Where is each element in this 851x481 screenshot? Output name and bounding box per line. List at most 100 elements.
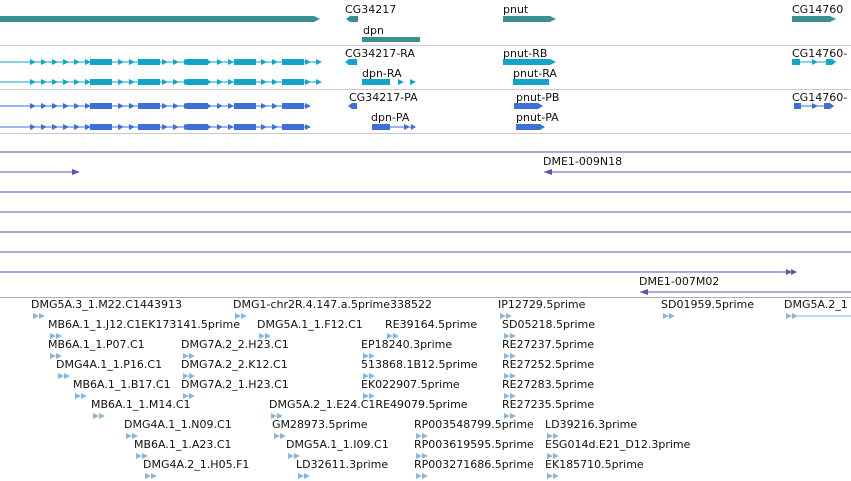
est-label[interactable]: RE39164.5prime	[385, 318, 478, 331]
est-feature[interactable]	[93, 413, 105, 419]
exon-block[interactable]	[186, 79, 208, 85]
est-feature[interactable]	[547, 453, 559, 459]
exon-block[interactable]	[282, 103, 304, 109]
est-feature[interactable]	[259, 333, 271, 339]
transcript-feature[interactable]	[794, 103, 834, 109]
transcript-feature[interactable]	[503, 59, 556, 65]
exon-block[interactable]	[282, 79, 304, 85]
gene-feature[interactable]	[0, 16, 320, 22]
transcript-feature[interactable]	[516, 124, 545, 130]
est-label[interactable]: DMG7A.2_2.H23.C1	[181, 338, 289, 351]
est-label[interactable]: IP12729.5prime	[498, 298, 586, 311]
est-feature[interactable]	[416, 453, 428, 459]
est-feature[interactable]	[663, 313, 675, 319]
gene-feature[interactable]	[792, 16, 836, 22]
est-feature[interactable]	[504, 353, 516, 359]
exon-block[interactable]	[186, 59, 208, 65]
est-feature[interactable]	[271, 413, 283, 419]
est-label[interactable]: LD32611.3prime	[296, 458, 389, 471]
gene-feature[interactable]	[362, 37, 420, 42]
est-label[interactable]: 513868.1B12.5prime	[361, 358, 478, 371]
transcript-label[interactable]: CG34217-PA	[349, 91, 418, 104]
est-feature[interactable]	[547, 473, 559, 479]
transcript-label[interactable]: pnut-RB	[503, 47, 548, 60]
est-label[interactable]: RP003548799.5prime	[414, 418, 534, 431]
exon-block[interactable]	[282, 124, 304, 130]
est-label[interactable]: DMG5A.2_1.E24.C1RE49079.5prime	[269, 398, 468, 411]
gene-label[interactable]: pnut	[503, 3, 529, 16]
transcript-feature[interactable]	[513, 79, 549, 85]
est-label[interactable]: LD39216.3prime	[545, 418, 638, 431]
transcript-label[interactable]: dpn-PA	[371, 111, 410, 124]
exon-block[interactable]	[234, 124, 256, 130]
est-label[interactable]: ESG014d.E21_D12.3prime	[545, 438, 691, 451]
est-label[interactable]: RP003619595.5prime	[414, 438, 534, 451]
exon-block[interactable]	[186, 124, 208, 130]
est-feature[interactable]	[298, 473, 310, 479]
clone-label[interactable]: DME1-007M02	[639, 275, 720, 288]
est-label[interactable]: DMG4A.2_1.H05.F1	[143, 458, 250, 471]
est-feature[interactable]	[274, 433, 286, 439]
exon-block[interactable]	[90, 103, 112, 109]
est-label[interactable]: RE27283.5prime	[502, 378, 595, 391]
est-label[interactable]: DMG4A.1_1.N09.C1	[124, 418, 232, 431]
est-feature[interactable]	[75, 393, 87, 399]
exon-block[interactable]	[138, 124, 160, 130]
transcript-feature[interactable]	[362, 79, 390, 85]
est-label[interactable]: DMG5A.1_1.F12.C1	[257, 318, 363, 331]
est-feature[interactable]	[363, 393, 375, 399]
est-feature[interactable]	[183, 393, 195, 399]
exon-block[interactable]	[90, 124, 112, 130]
gene-label[interactable]: CG34217	[345, 3, 397, 16]
exon-block[interactable]	[138, 79, 160, 85]
est-label[interactable]: DMG5A.2_1	[784, 298, 848, 311]
est-feature[interactable]	[183, 373, 195, 379]
exon-block[interactable]	[90, 79, 112, 85]
est-label[interactable]: EK022907.5prime	[361, 378, 460, 391]
est-label[interactable]: DMG7A.2_1.H23.C1	[181, 378, 289, 391]
exon-block[interactable]	[90, 59, 112, 65]
transcript-label[interactable]: dpn-RA	[362, 67, 402, 80]
transcript-feature[interactable]	[404, 124, 416, 130]
est-feature[interactable]	[50, 353, 62, 359]
clone-label[interactable]: DME1-009N18	[543, 155, 623, 168]
est-feature[interactable]	[50, 333, 62, 339]
gene-feature[interactable]	[503, 16, 556, 22]
est-label[interactable]: EK185710.5prime	[545, 458, 644, 471]
est-label[interactable]: SD05218.5prime	[502, 318, 595, 331]
transcript-feature[interactable]	[348, 103, 357, 109]
est-feature[interactable]	[547, 433, 559, 439]
est-feature[interactable]	[387, 333, 399, 339]
est-label[interactable]: RE27237.5prime	[502, 338, 595, 351]
est-label[interactable]: MB6A.1_1.M14.C1	[91, 398, 191, 411]
transcript-label[interactable]: pnut-PB	[516, 91, 560, 104]
transcript-feature[interactable]	[514, 103, 543, 109]
clone-feature[interactable]	[544, 169, 552, 175]
est-label[interactable]: DMG1-chr2R.4.147.a.5prime338522	[233, 298, 432, 311]
est-label[interactable]: RE27252.5prime	[502, 358, 595, 371]
exon-block[interactable]	[234, 79, 256, 85]
exon-block[interactable]	[186, 103, 208, 109]
gene-label[interactable]: dpn	[363, 24, 384, 37]
gene-label[interactable]: CG14760	[792, 3, 844, 16]
transcript-feature[interactable]	[345, 59, 357, 65]
est-feature[interactable]	[58, 373, 70, 379]
transcript-feature[interactable]	[792, 59, 836, 65]
est-feature[interactable]	[136, 453, 148, 459]
est-label[interactable]: EP18240.3prime	[361, 338, 453, 351]
est-label[interactable]: MB6A.1_1.A23.C1	[134, 438, 232, 451]
est-label[interactable]: GM28973.5prime	[272, 418, 368, 431]
exon-block[interactable]	[138, 59, 160, 65]
est-feature[interactable]	[504, 413, 516, 419]
exon-block[interactable]	[234, 103, 256, 109]
transcript-label[interactable]: pnut-RA	[513, 67, 557, 80]
est-label[interactable]: DMG7A.2_2.K12.C1	[181, 358, 288, 371]
est-feature[interactable]	[126, 433, 138, 439]
transcript-label[interactable]: pnut-PA	[516, 111, 559, 124]
exon-block[interactable]	[282, 59, 304, 65]
transcript-feature[interactable]	[398, 79, 416, 85]
est-feature[interactable]	[363, 353, 375, 359]
est-feature[interactable]	[416, 473, 428, 479]
est-feature[interactable]	[235, 313, 247, 319]
est-label[interactable]: DMG5A.3_1.M22.C1443913	[31, 298, 182, 311]
